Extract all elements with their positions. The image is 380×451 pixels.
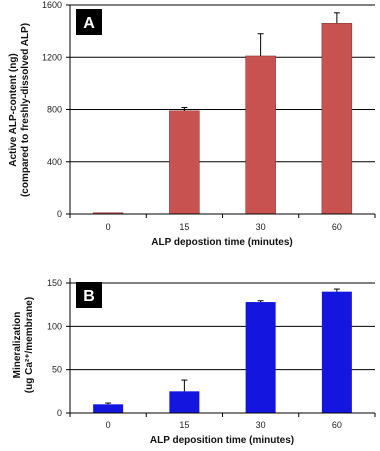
panel-a-y-tick-label: 1600 [42, 0, 62, 10]
panel-b-bar [321, 291, 352, 413]
panel-a-x-tick-label: 15 [179, 222, 189, 232]
panel-a-y-tick-label: 800 [47, 105, 62, 115]
panel-b-y-tick-label: 100 [47, 321, 62, 331]
panel-b-x-tick-label: 0 [106, 420, 111, 430]
panel-b-xlabel: ALP deposition time (minutes) [150, 435, 294, 446]
panel-b-x-tick-label: 15 [179, 420, 189, 430]
panel-a-ylabel-line1: Active ALP-content (ng) [8, 53, 19, 167]
panel-b-y-tick-label: 150 [47, 278, 62, 288]
panel-b-bar [169, 391, 200, 413]
panel-a-label-box [76, 9, 102, 35]
panel-a-x-ticks: 0 15 30 60 [69, 214, 376, 232]
panel-a-bar [169, 110, 200, 215]
panel-a-y-tick-label: 0 [57, 209, 62, 219]
panel-a-x-tick-label: 0 [106, 222, 111, 232]
panel-b-y-ticks: 0 50 100 150 [47, 278, 70, 418]
panel-a-y-tick-label: 400 [47, 157, 62, 167]
panel-a-ylabel-line2: (compared to freshly-dissolved ALP) [20, 23, 31, 197]
panel-b-error-bars [105, 288, 340, 405]
panel-a-bars [92, 23, 353, 215]
panel-a-y-ticks: 0 400 800 1200 1600 [42, 0, 70, 219]
panel-b-y-tick-label: 0 [57, 408, 62, 418]
panel-b-ylabel-line2: (ug Ca²⁺/membrane) [24, 297, 35, 393]
panel-a-bar [321, 23, 353, 215]
panel-a-bar [245, 55, 276, 215]
panel-b-bar [93, 404, 124, 413]
panel-b-chart: 0 50 100 150 0 15 30 60 B Mineralization (ug C… [12, 278, 376, 446]
panel-b-bar [245, 302, 276, 413]
panel-b-bars [93, 291, 352, 413]
panel-b-x-ticks: 0 15 30 60 [69, 413, 376, 430]
panel-b-x-tick-label: 30 [256, 420, 266, 430]
panel-a-xlabel: ALP depostion time (minutes) [151, 237, 293, 248]
panel-a-error-bars [181, 12, 340, 111]
panel-a-x-tick-label: 60 [332, 222, 342, 232]
panel-b-y-tick-label: 50 [52, 365, 62, 375]
panel-a-label: A [83, 15, 95, 32]
panel-b-label-box [76, 282, 102, 308]
panel-b-x-tick-label: 60 [332, 420, 342, 430]
panel-b-label: B [83, 288, 95, 305]
panel-a-y-tick-label: 1200 [42, 52, 62, 62]
panel-a-chart: 0 400 800 1200 1600 0 15 30 60 A Active ALP-con… [8, 0, 376, 248]
panel-a-x-tick-label: 30 [256, 222, 266, 232]
panel-b-ylabel-line1: Mineralization [12, 312, 23, 379]
